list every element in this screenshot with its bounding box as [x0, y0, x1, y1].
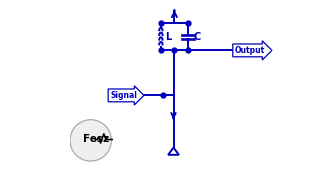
- Text: Output: Output: [235, 46, 265, 55]
- Circle shape: [70, 120, 111, 161]
- Text: Signal: Signal: [110, 91, 137, 100]
- Text: Fesz: Fesz: [84, 134, 109, 145]
- Text: L: L: [165, 32, 172, 42]
- Text: C: C: [193, 32, 201, 42]
